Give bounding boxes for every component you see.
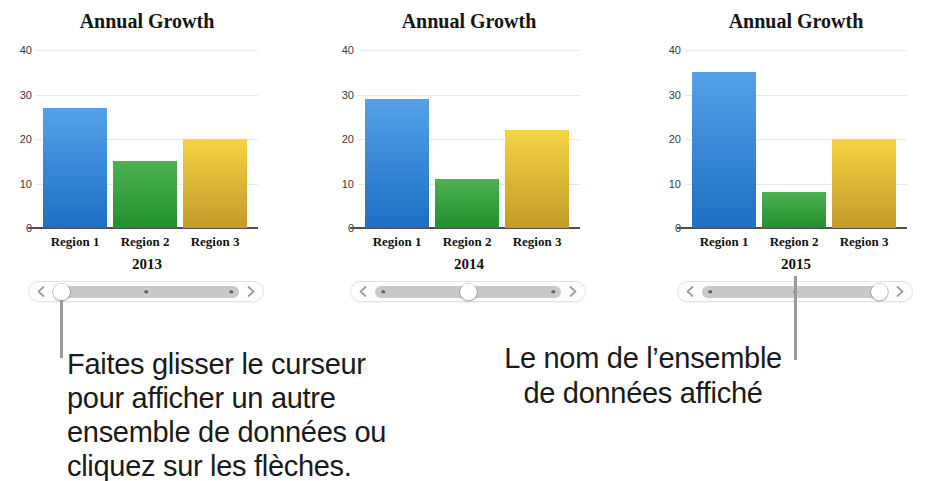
chart-title: Annual Growth (36, 10, 258, 33)
bar-region-1[interactable] (365, 99, 429, 228)
gridline (36, 50, 258, 51)
plot-area: 010203040 (685, 50, 907, 228)
slider-tick-dot (381, 290, 385, 294)
bar-region-1[interactable] (692, 72, 756, 228)
gridline (685, 50, 907, 51)
slider-tick-dot (551, 290, 555, 294)
plot-area: 010203040 (36, 50, 258, 228)
gridline (358, 50, 580, 51)
caption-slider-instructions: Faites glisser le curseur pour afficher … (67, 347, 386, 481)
y-axis-label: 30 (6, 89, 32, 101)
chevron-right-icon[interactable] (561, 282, 585, 301)
dataset-name-label: 2013 (36, 256, 258, 273)
dataset-slider[interactable] (350, 281, 586, 302)
chart-title: Annual Growth (685, 10, 907, 33)
bar-region-2[interactable] (762, 192, 826, 228)
slider-track[interactable] (53, 286, 239, 298)
x-axis-category-label: Region 3 (817, 234, 911, 250)
chevron-right-icon[interactable] (888, 282, 912, 301)
interactive-bar-chart: Annual Growth010203040Region 1Region 2Re… (328, 0, 580, 310)
x-axis-category-label: Region 3 (168, 234, 262, 250)
chevron-left-icon[interactable] (351, 282, 375, 301)
bar-region-2[interactable] (435, 179, 499, 228)
chevron-right-icon[interactable] (239, 282, 263, 301)
slider-thumb[interactable] (53, 283, 70, 300)
interactive-bar-chart: Annual Growth010203040Region 1Region 2Re… (655, 0, 907, 310)
y-axis-label: 20 (655, 133, 681, 145)
slider-tick-dot (229, 290, 233, 294)
chevron-left-icon[interactable] (29, 282, 53, 301)
y-axis-label: 30 (655, 89, 681, 101)
y-axis-label: 40 (328, 44, 354, 56)
y-axis-label: 10 (328, 178, 354, 190)
dataset-name-label: 2015 (685, 256, 907, 273)
gridline (358, 95, 580, 96)
slider-thumb[interactable] (871, 283, 888, 300)
plot-area: 010203040 (358, 50, 580, 228)
slider-tick-dot (144, 290, 148, 294)
dataset-name-label: 2014 (358, 256, 580, 273)
caption-dataset-name: Le nom de l’ensemble de données affiché (463, 341, 823, 411)
x-axis-category-label: Region 3 (490, 234, 584, 250)
y-axis-label: 10 (655, 178, 681, 190)
bar-region-3[interactable] (505, 130, 569, 228)
charts-help-figure: Annual Growth010203040Region 1Region 2Re… (0, 0, 931, 481)
chart-title: Annual Growth (358, 10, 580, 33)
dataset-slider[interactable] (28, 281, 264, 302)
bar-region-2[interactable] (113, 161, 177, 228)
slider-thumb[interactable] (460, 283, 477, 300)
y-axis-label: 30 (328, 89, 354, 101)
y-axis-label: 10 (6, 178, 32, 190)
bar-region-3[interactable] (832, 139, 896, 228)
slider-track[interactable] (375, 286, 561, 298)
y-axis-label: 20 (6, 133, 32, 145)
callout-line-dataset (794, 276, 797, 360)
y-axis-label: 20 (328, 133, 354, 145)
bar-region-3[interactable] (183, 139, 247, 228)
gridline (36, 95, 258, 96)
chevron-left-icon[interactable] (678, 282, 702, 301)
bar-region-1[interactable] (43, 108, 107, 228)
y-axis-label: 40 (655, 44, 681, 56)
slider-tick-dot (708, 290, 712, 294)
callout-line-slider (60, 300, 63, 358)
interactive-bar-chart: Annual Growth010203040Region 1Region 2Re… (6, 0, 258, 310)
y-axis-label: 40 (6, 44, 32, 56)
